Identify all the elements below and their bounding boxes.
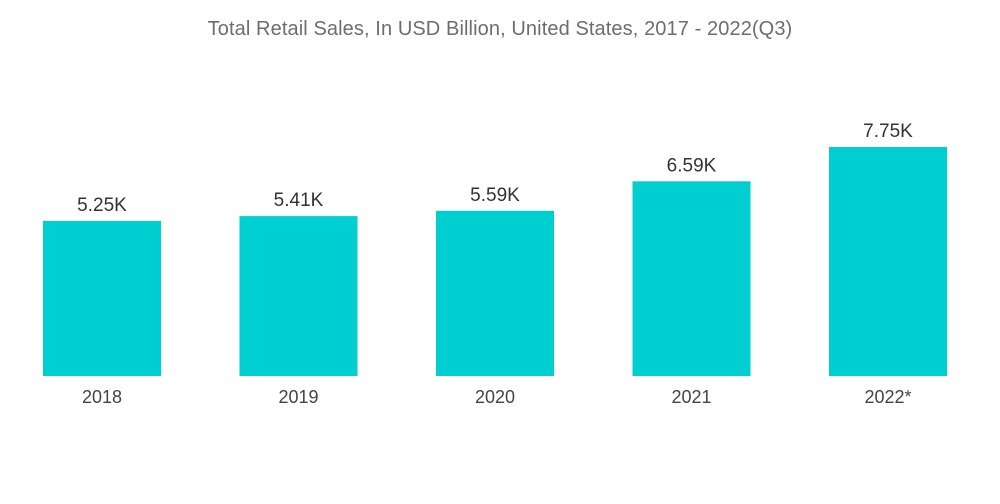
- bar-2018: [43, 220, 161, 376]
- chart-title: Total Retail Sales, In USD Billion, Unit…: [207, 18, 793, 40]
- x-tick-label-2021: 2021: [671, 387, 711, 407]
- x-tick-label-2020: 2020: [475, 387, 515, 407]
- value-label-2021: 6.59K: [667, 155, 717, 176]
- bar-2022: [829, 147, 947, 376]
- x-axis-ticks: 2018 2019 2020 2021 2022*: [82, 387, 912, 407]
- x-tick-label-2018: 2018: [82, 387, 122, 407]
- bar-2019: [239, 216, 358, 376]
- x-tick-label-2019: 2019: [278, 387, 318, 407]
- value-label-2022: 7.75K: [863, 121, 913, 142]
- value-labels-group: 5.25K 5.41K 5.59K 6.59K 7.75K: [77, 121, 913, 216]
- bar-2020: [436, 210, 554, 376]
- value-label-2019: 5.41K: [274, 190, 324, 211]
- bar-2021: [632, 181, 751, 376]
- value-label-2020: 5.59K: [470, 185, 520, 206]
- x-tick-label-2022: 2022*: [864, 387, 911, 407]
- value-label-2018: 5.25K: [77, 195, 127, 216]
- bars-group: [43, 147, 947, 376]
